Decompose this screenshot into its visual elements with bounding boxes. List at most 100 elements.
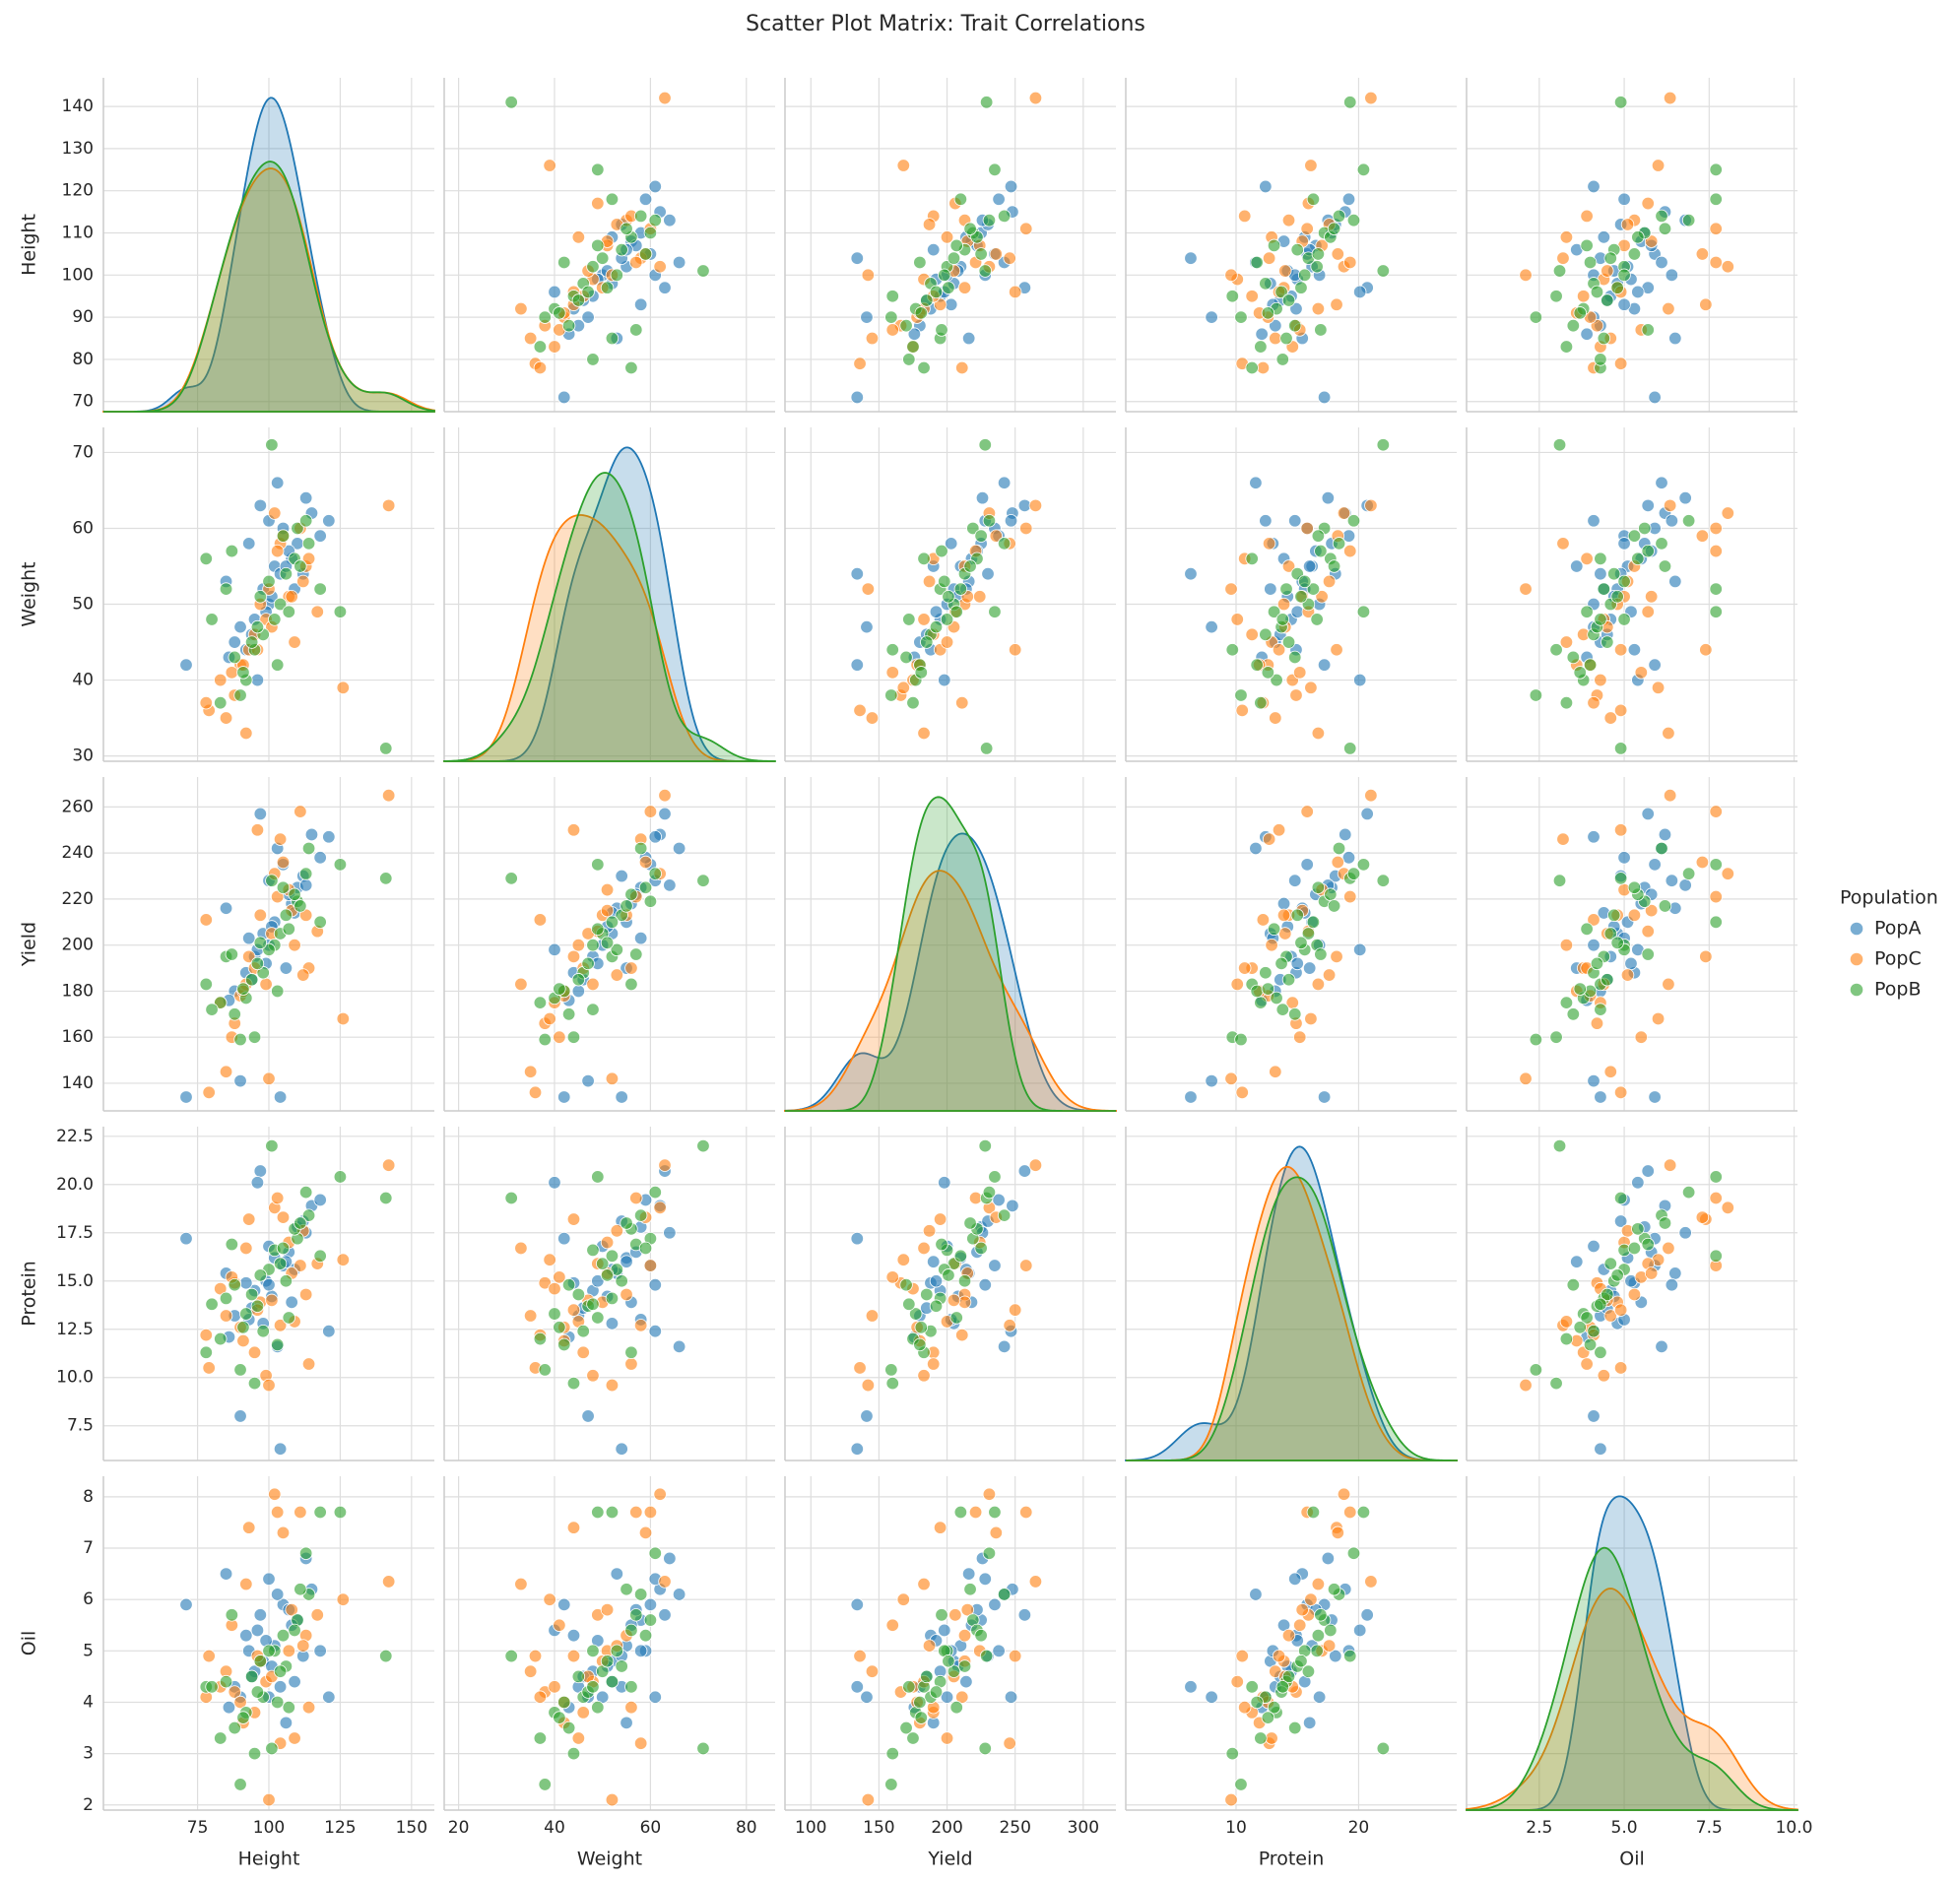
- panel: [102, 78, 435, 413]
- panel: [102, 1476, 434, 1811]
- scatter-point: [276, 529, 291, 543]
- scatter-point: [884, 688, 898, 702]
- scatter-point: [1376, 874, 1391, 887]
- scatter-point: [1235, 703, 1249, 718]
- scatter-point: [586, 1680, 600, 1694]
- scatter-point: [865, 1664, 880, 1678]
- scatter-point: [313, 582, 327, 596]
- scatter-point: [615, 1090, 628, 1104]
- scatter-point: [1269, 331, 1282, 346]
- scatter-point: [543, 1253, 556, 1266]
- panel: [1125, 1127, 1458, 1461]
- scatter-point: [850, 251, 864, 265]
- scatter-point: [1634, 1030, 1649, 1044]
- scatter-point: [1343, 742, 1357, 755]
- scatter-point: [294, 1259, 307, 1272]
- y-tick-label: 240: [62, 843, 94, 863]
- y-tick-label: 30: [72, 746, 94, 766]
- scatter-point: [1641, 498, 1655, 513]
- scatter-point: [199, 1328, 213, 1342]
- scatter-point: [942, 590, 955, 604]
- scatter-point: [1288, 874, 1302, 887]
- scatter-point: [1224, 1071, 1238, 1085]
- scatter-point: [1315, 590, 1329, 604]
- kde-area: [785, 796, 1116, 1112]
- scatter-point: [1570, 1255, 1584, 1268]
- scatter-point: [1641, 1164, 1655, 1178]
- scatter-point: [1603, 1309, 1617, 1323]
- legend-label: PopB: [1874, 979, 1922, 1001]
- panel: [443, 1476, 775, 1811]
- scatter-point: [336, 1011, 351, 1026]
- scatter-point: [1613, 823, 1628, 837]
- scatter-point: [909, 1307, 923, 1321]
- scatter-point: [658, 1608, 672, 1622]
- scatter-point: [1580, 238, 1594, 253]
- scatter-point: [1310, 1644, 1324, 1658]
- scatter-point: [219, 1567, 233, 1581]
- scatter-point: [953, 582, 968, 596]
- scatter-point: [1709, 222, 1723, 235]
- scatter-point: [1311, 301, 1326, 316]
- scatter-point: [557, 390, 571, 405]
- scatter-point: [1641, 1237, 1655, 1252]
- scatter-point: [1249, 476, 1263, 489]
- scatter-point: [1587, 514, 1601, 528]
- scatter-point: [1580, 605, 1594, 618]
- scatter-point: [288, 1623, 301, 1638]
- scatter-point: [381, 1575, 396, 1589]
- scatter-point: [1234, 1778, 1248, 1791]
- scatter-point: [1709, 544, 1723, 558]
- scatter-point: [949, 1700, 963, 1715]
- scatter-point: [322, 514, 336, 528]
- scatter-point: [310, 1608, 324, 1622]
- scatter-point: [1004, 514, 1018, 528]
- scatter-point: [557, 1337, 571, 1352]
- scatter-point: [1288, 1007, 1302, 1021]
- y-tick-label: 130: [62, 139, 94, 159]
- scatter-point: [298, 878, 313, 892]
- scatter-point: [1580, 327, 1594, 341]
- scatter-point: [610, 942, 624, 957]
- scatter-point: [1583, 1337, 1598, 1352]
- scatter-point: [992, 1644, 1006, 1658]
- scatter-point: [571, 1287, 586, 1302]
- scatter-point: [1278, 264, 1292, 278]
- scatter-point: [643, 1259, 658, 1272]
- scatter-point: [1594, 1297, 1607, 1311]
- scatter-point: [244, 973, 259, 987]
- scatter-point: [1327, 899, 1341, 913]
- scatter-point: [270, 658, 285, 672]
- y-axis-label: Oil: [19, 1631, 40, 1656]
- scatter-point: [1322, 968, 1337, 982]
- scatter-point: [528, 1085, 543, 1099]
- scatter-point: [1250, 255, 1264, 270]
- y-tick-label: 20.0: [56, 1175, 94, 1195]
- scatter-point: [902, 613, 916, 626]
- legend-marker: [1850, 983, 1863, 997]
- scatter-point: [1556, 537, 1570, 551]
- scatter-point: [276, 1241, 291, 1256]
- scatter-point: [1254, 1731, 1268, 1745]
- scatter-point: [553, 1270, 566, 1284]
- scatter-point: [1341, 192, 1356, 206]
- scatter-point: [1662, 1241, 1675, 1256]
- scatter-point: [313, 851, 327, 865]
- panel: [784, 78, 1116, 413]
- scatter-point: [929, 1299, 944, 1313]
- scatter-point: [1003, 251, 1016, 265]
- scatter-point: [265, 874, 279, 887]
- scatter-point: [1617, 613, 1631, 626]
- scatter-point: [379, 1649, 393, 1663]
- scatter-point: [624, 1345, 638, 1359]
- scatter-point: [1627, 1287, 1642, 1302]
- scatter-point: [322, 1690, 336, 1704]
- scatter-point: [1261, 1711, 1275, 1724]
- scatter-point: [1601, 973, 1614, 987]
- scatter-point: [1529, 1363, 1543, 1377]
- scatter-point: [1559, 230, 1574, 244]
- scatter-point: [1275, 1680, 1289, 1694]
- scatter-point: [663, 1551, 677, 1566]
- scatter-point: [1587, 179, 1601, 194]
- scatter-point: [553, 1321, 566, 1334]
